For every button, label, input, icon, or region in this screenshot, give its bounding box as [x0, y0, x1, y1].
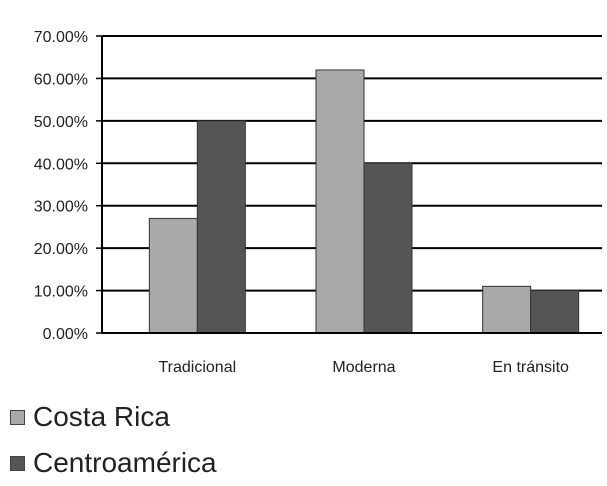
x-tick-labels: Tradicional Moderna En tránsito [158, 359, 569, 376]
y-tick-label: 60.00% [34, 71, 88, 88]
bar-centroamerica [530, 290, 580, 334]
y-tick-label: 0.00% [43, 326, 88, 343]
y-tick-label: 70.00% [34, 29, 88, 46]
y-tick-label: 20.00% [34, 241, 88, 258]
bar-costa-rica [482, 285, 532, 334]
axes [96, 35, 602, 334]
legend-label-centroamerica: Centroamérica [33, 447, 217, 478]
legend-swatch-centroamerica [10, 455, 25, 471]
legend-item-centroamerica: Centroamérica [10, 440, 310, 486]
bars [148, 69, 580, 334]
y-tick-label: 40.00% [34, 156, 88, 173]
bar-centroamerica [196, 120, 246, 334]
y-tick-label: 50.00% [34, 114, 88, 131]
bar-costa-rica [148, 217, 198, 334]
y-tick-labels: 0.00% 10.00% 20.00% 30.00% 40.00% 50.00% 60.00… [34, 29, 88, 343]
legend-swatch-costa-rica [10, 409, 25, 425]
x-tick-label: Tradicional [158, 359, 236, 376]
y-tick-label: 30.00% [34, 199, 88, 216]
y-tick-label: 10.00% [34, 284, 88, 301]
legend: Costa Rica Centroamérica [10, 394, 310, 486]
bar-costa-rica [315, 69, 365, 334]
legend-item-costa-rica: Costa Rica [10, 394, 310, 440]
legend-label-costa-rica: Costa Rica [33, 401, 170, 432]
bar-centroamerica [363, 162, 413, 334]
x-tick-label: En tránsito [492, 359, 569, 376]
x-tick-label: Moderna [332, 359, 395, 376]
